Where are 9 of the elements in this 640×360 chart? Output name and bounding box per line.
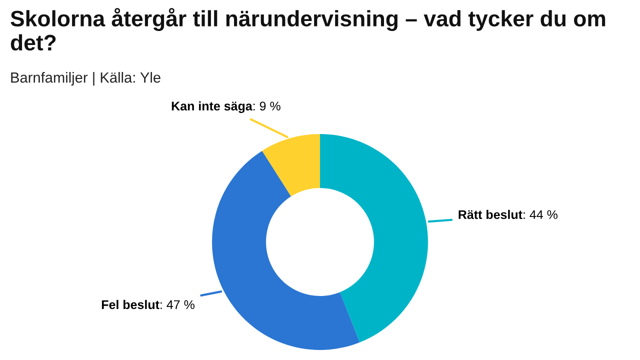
donut-slice xyxy=(320,134,428,342)
slice-label: Kan inte säga xyxy=(172,101,252,114)
chart-title: Skolorna återgår till närundervisning – vad tycker du om det? xyxy=(10,8,606,51)
data-label: : 9 % xyxy=(253,102,280,111)
slice-label: Rätt beslut xyxy=(458,210,522,220)
slice-label: Fel beslut xyxy=(102,300,160,310)
chart-subtitle: Barnfamiljer | Källa: Yle xyxy=(11,72,160,86)
data-label: : 44 % xyxy=(524,210,558,219)
data-label: : 47 % xyxy=(160,300,194,310)
